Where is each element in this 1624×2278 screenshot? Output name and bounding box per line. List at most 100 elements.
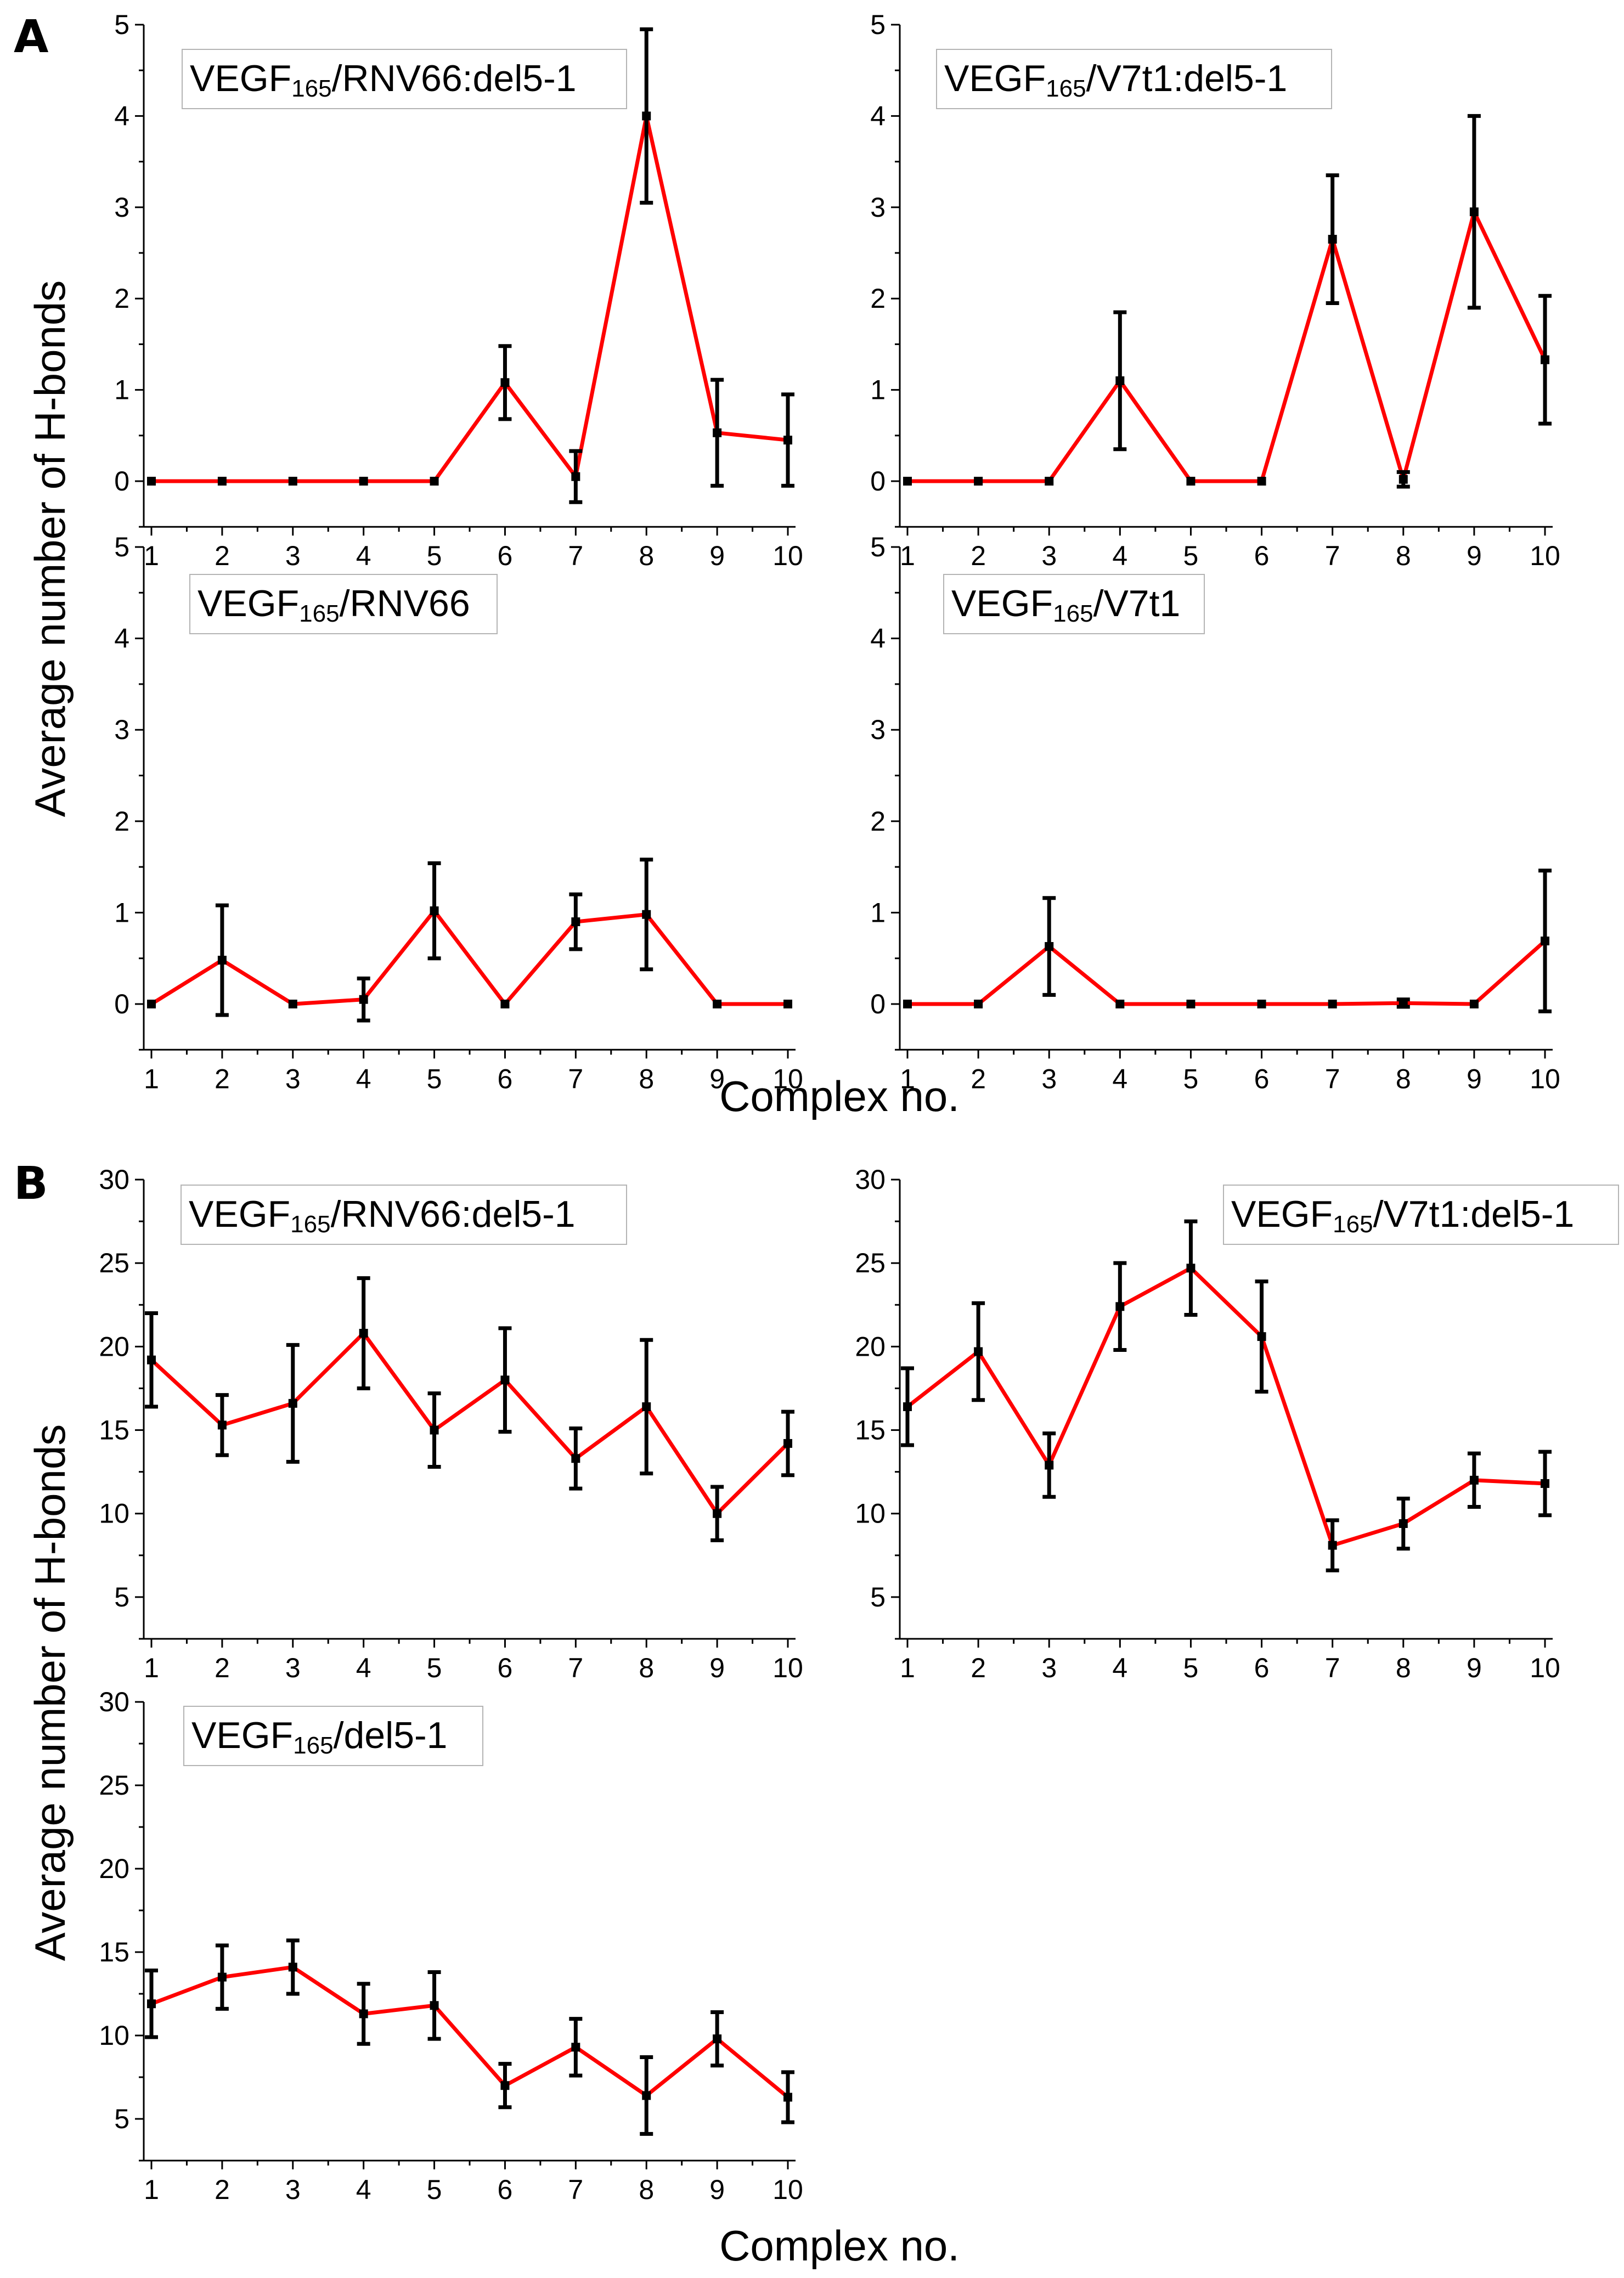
x-tick-label: 8 [639,2174,654,2205]
x-tick-label: 4 [356,1063,371,1094]
y-tick-label: 4 [870,623,886,654]
x-tick-label: 8 [1396,540,1411,571]
legend-box [181,1185,627,1245]
data-point [903,1402,912,1411]
panel-letter-b: B [14,1158,48,1210]
data-point [288,1000,297,1008]
y-tick-label: 0 [114,466,129,497]
chart-b-del5-1: 5 10 15 20 25 30 1 2 3 4 5 6 7 8 9 10 VEGF165/del5-1 [99,1687,803,2205]
legend-label: VEGF165/V7t1 [951,583,1180,627]
data-point [783,1000,792,1008]
data-point [1045,1461,1054,1470]
data-point [1328,1000,1337,1008]
data-point [217,1420,227,1430]
y-tick-label: 2 [114,283,129,314]
x-tick-label: 10 [772,540,803,571]
x-tick-label: 9 [709,1653,725,1683]
x-tick-label: 4 [356,1653,371,1683]
data-point [1257,1332,1266,1341]
x-tick-label: 10 [772,1653,803,1683]
x-tick-label: 2 [215,1653,230,1683]
data-point [1399,1519,1408,1528]
data-point [571,917,580,927]
y-tick-label: 20 [855,1331,886,1362]
x-tick-label: 2 [971,540,986,571]
data-point [500,1000,510,1008]
series-line [907,939,1547,1006]
data-point [783,436,792,445]
x-tick-label: 10 [772,2174,803,2205]
x-tick-label: 10 [772,1063,803,1094]
x-tick-label: 6 [1254,1653,1270,1683]
y-tick-label: 4 [870,100,886,131]
x-tick-label: 2 [215,540,230,571]
panel-letter-a: A [14,11,49,63]
x-tick-label: 3 [285,1063,301,1094]
x-tick-label: 1 [900,540,915,571]
x-tick-label: 2 [215,1063,230,1094]
y-tick-label: 5 [870,532,886,562]
y-tick-label: 2 [114,806,129,837]
x-tick-label: 3 [1041,1063,1057,1094]
x-tick-label: 1 [144,540,159,571]
x-tick-label: 2 [971,1063,986,1094]
y-axis-label-b: Average number of H-bonds [26,1424,74,1961]
x-tick-label: 3 [1041,540,1057,571]
legend-box [189,574,498,634]
x-tick-label: 8 [1396,1653,1411,1683]
y-axis-label-a: Average number of H-bonds [26,280,74,817]
x-tick-label: 8 [1396,1063,1411,1094]
x-tick-label: 5 [427,1653,442,1683]
series-line [906,1266,1546,1548]
data-point [1469,1000,1479,1008]
data-point [571,472,580,481]
data-point [713,2034,722,2044]
x-tick-label: 4 [1112,1653,1127,1683]
x-tick-label: 2 [971,1653,986,1683]
y-tick-label: 5 [870,9,886,40]
x-tick-label: 6 [498,1653,513,1683]
data-point [359,995,368,1004]
legend-box [183,1706,483,1766]
y-tick-label: 2 [870,283,886,314]
series-line [150,907,788,1007]
data-point [571,1454,580,1463]
y-tick-label: 20 [99,1853,129,1884]
y-tick-label: 1 [870,375,886,405]
x-tick-label: 5 [1183,1653,1199,1683]
y-tick-label: 2 [870,806,886,837]
x-tick-label: 3 [285,1653,301,1683]
chart-b-rnv66-del5-1: 5 10 15 20 25 30 1 2 3 4 5 6 7 8 9 10 VEGF165/RNV66:del5… [99,1164,803,1683]
data-point [1045,477,1054,486]
x-tick-label: 6 [498,540,513,571]
data-point [1115,376,1125,385]
y-tick-label: 0 [870,989,886,1019]
x-tick-label: 1 [144,2174,159,2205]
x-tick-label: 4 [356,2174,371,2205]
data-point [1469,207,1479,217]
y-tick-label: 0 [114,989,129,1019]
x-tick-label: 10 [1530,1653,1560,1683]
data-point [1541,937,1549,946]
x-tick-label: 4 [356,540,371,571]
data-point [500,2081,510,2090]
legend-box [943,574,1205,634]
data-point [1115,1000,1125,1008]
y-tick-label: 25 [99,1770,129,1801]
x-tick-label: 1 [900,1063,915,1094]
x-tick-label: 9 [1467,1653,1482,1683]
x-tick-label: 6 [1254,540,1270,571]
x-tick-label: 4 [1112,540,1127,571]
y-tick-label: 10 [855,1498,886,1529]
data-point [1541,1479,1549,1488]
x-tick-label: 1 [144,1063,159,1094]
legend-label: VEGF165/RNV66 [198,583,470,627]
x-tick-label: 9 [709,2174,725,2205]
data-point [430,906,439,916]
y-tick-label: 15 [855,1415,886,1446]
data-point [1328,1541,1337,1550]
x-axis-label-b: Complex no. [719,2221,960,2270]
